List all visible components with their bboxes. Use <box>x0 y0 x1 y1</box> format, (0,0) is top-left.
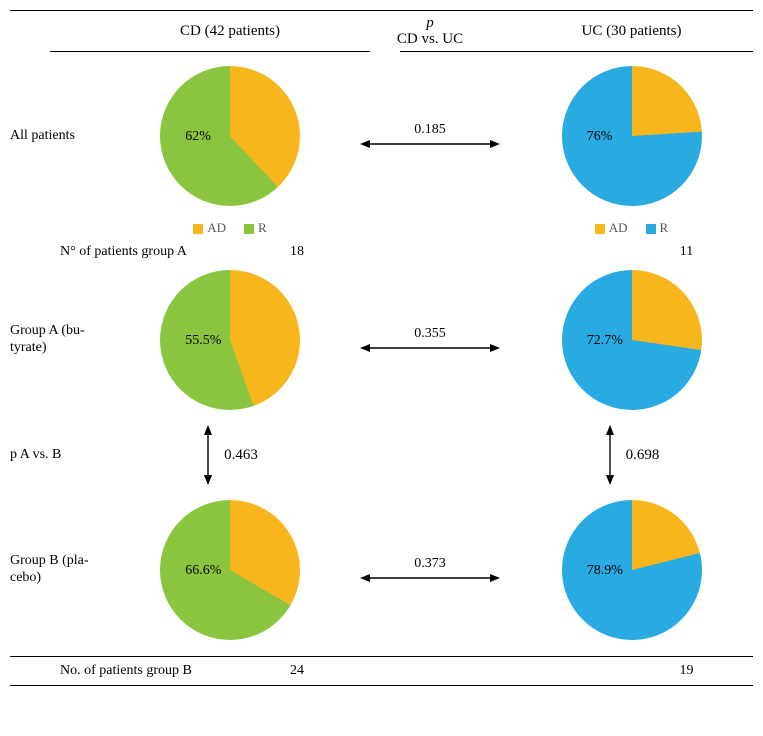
legend-r-uc-label: R <box>660 220 669 235</box>
v-arrow-icon <box>604 425 616 485</box>
pie-all-uc: 76% <box>562 66 702 206</box>
pie-all-cd-label: 62% <box>185 129 211 145</box>
v-arrow-icon <box>202 425 214 485</box>
p-ab-uc: 0.698 <box>626 447 660 464</box>
header-mid: p CD vs. UC <box>350 11 510 51</box>
mid-all: 0.185 <box>350 122 510 150</box>
pie-all-uc-label: 76% <box>587 129 613 145</box>
count-b-label: No. of patients group B <box>10 663 290 679</box>
sw-ad-cd <box>193 224 203 234</box>
figure: CD (42 patients) p CD vs. UC UC (30 pati… <box>10 10 753 686</box>
legend-r-cd-label: R <box>258 220 267 235</box>
pie-b-uc-label: 78.9% <box>587 563 623 579</box>
row-all: All patients 62% 0.185 76% <box>10 51 753 221</box>
row-a-label: Group A (bu-tyrate) <box>10 323 110 357</box>
pie-a-cd: 55.5% <box>160 270 300 410</box>
p-a: 0.355 <box>414 326 446 342</box>
pie-all-cd: 62% <box>160 66 300 206</box>
row-b-label: Group B (pla-cebo) <box>10 553 110 587</box>
header-p: p <box>426 15 434 32</box>
count-a-cd: 18 <box>290 244 400 260</box>
h-arrow-icon <box>360 572 500 584</box>
legend-uc: AD R <box>595 221 668 234</box>
legend-row: AD R AD R <box>10 221 753 234</box>
count-row-b: No. of patients group B 24 19 <box>10 657 753 685</box>
p-ab-cd: 0.463 <box>224 447 258 464</box>
header-mid-sub: CD vs. UC <box>397 31 463 48</box>
count-a-label: N° of patients group A <box>10 244 290 260</box>
pie-b-cd-label: 66.6% <box>185 563 221 579</box>
sw-r-uc <box>646 224 656 234</box>
row-group-b: Group B (pla-cebo) 66.6% 0.373 78.9% <box>10 490 753 650</box>
mid-b: 0.373 <box>350 556 510 584</box>
p-all: 0.185 <box>414 122 446 138</box>
mid-a: 0.355 <box>350 326 510 354</box>
legend-ad-uc-label: AD <box>609 220 628 235</box>
count-row-a: N° of patients group A 18 11 <box>10 244 753 260</box>
header-row: CD (42 patients) p CD vs. UC UC (30 pati… <box>10 11 753 51</box>
header-uc: UC (30 patients) <box>510 11 753 51</box>
pie-a-uc: 72.7% <box>562 270 702 410</box>
row-ab-compare: p A vs. B 0.463 0.698 <box>10 420 753 490</box>
h-arrow-icon <box>360 342 500 354</box>
count-a-uc: 11 <box>620 244 753 260</box>
count-b-uc: 19 <box>620 663 753 679</box>
sw-r-cd <box>244 224 254 234</box>
row-group-a: Group A (bu-tyrate) 55.5% 0.355 72.7% <box>10 260 753 420</box>
pie-a-cd-label: 55.5% <box>185 333 221 349</box>
legend-cd: AD R <box>193 221 266 234</box>
legend-ad-label: AD <box>207 220 226 235</box>
row-all-label: All patients <box>10 128 110 145</box>
header-cd: CD (42 patients) <box>110 11 350 51</box>
count-b-cd: 24 <box>290 663 400 679</box>
sw-ad-uc <box>595 224 605 234</box>
bottom-rule <box>10 685 753 686</box>
p-b: 0.373 <box>414 556 446 572</box>
pie-a-uc-label: 72.7% <box>587 333 623 349</box>
pie-b-cd: 66.6% <box>160 500 300 640</box>
h-arrow-icon <box>360 138 500 150</box>
ab-label: p A vs. B <box>10 420 110 490</box>
pie-b-uc: 78.9% <box>562 500 702 640</box>
